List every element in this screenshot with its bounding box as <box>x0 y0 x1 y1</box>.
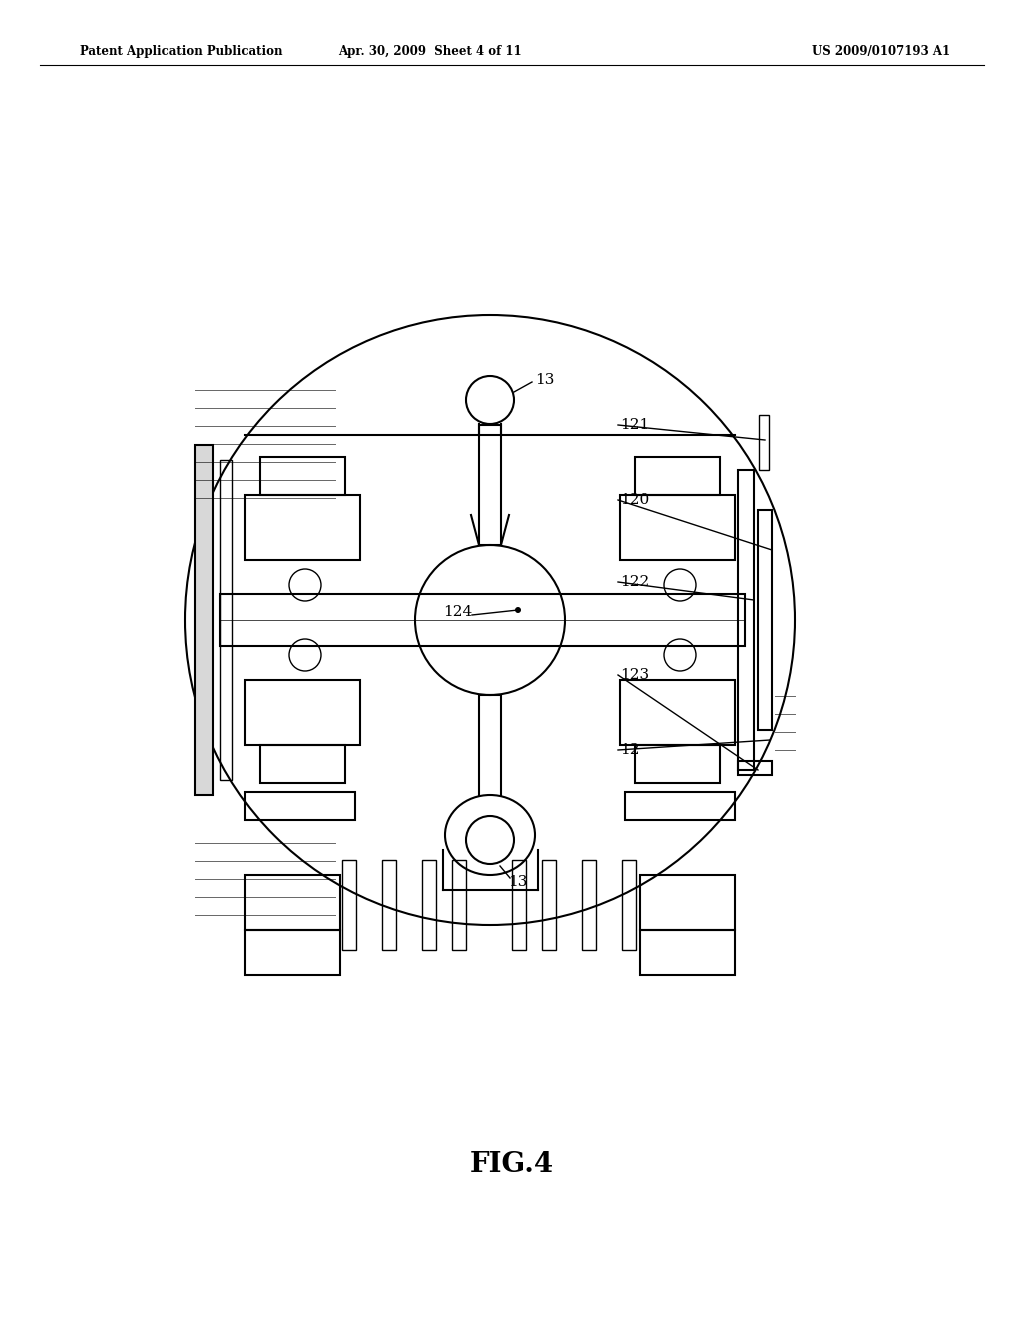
Text: 13: 13 <box>508 875 527 888</box>
Circle shape <box>466 376 514 424</box>
Bar <box>220 594 745 645</box>
Bar <box>220 459 232 780</box>
Bar <box>758 510 772 730</box>
Text: Patent Application Publication: Patent Application Publication <box>80 45 283 58</box>
Bar <box>452 861 466 950</box>
Text: FIG.4: FIG.4 <box>470 1151 554 1179</box>
Bar <box>640 875 735 931</box>
Bar <box>512 861 526 950</box>
Bar <box>640 931 735 975</box>
Text: 13: 13 <box>535 374 554 387</box>
Text: US 2009/0107193 A1: US 2009/0107193 A1 <box>812 45 950 58</box>
Bar <box>738 470 754 770</box>
Circle shape <box>515 607 521 612</box>
Bar <box>620 680 735 744</box>
Bar <box>620 495 735 560</box>
Bar <box>195 445 213 795</box>
Circle shape <box>466 816 514 865</box>
Bar <box>260 457 345 495</box>
Bar <box>245 680 360 744</box>
Text: 124: 124 <box>442 605 472 619</box>
Circle shape <box>415 545 565 696</box>
Bar <box>245 931 340 975</box>
Text: 123: 123 <box>620 668 649 682</box>
Text: Apr. 30, 2009  Sheet 4 of 11: Apr. 30, 2009 Sheet 4 of 11 <box>338 45 522 58</box>
Bar <box>382 861 396 950</box>
Text: 122: 122 <box>620 576 649 589</box>
Bar <box>635 744 720 783</box>
Bar <box>635 457 720 495</box>
Bar <box>759 414 769 470</box>
Bar <box>582 861 596 950</box>
Text: 120: 120 <box>620 492 649 507</box>
Bar <box>245 792 355 820</box>
Bar <box>342 861 356 950</box>
Circle shape <box>466 816 514 865</box>
Bar <box>479 425 501 545</box>
Ellipse shape <box>445 795 535 875</box>
Text: 121: 121 <box>620 418 649 432</box>
Bar <box>738 762 772 775</box>
Bar <box>245 875 340 931</box>
Bar <box>625 792 735 820</box>
Bar <box>622 861 636 950</box>
Bar <box>245 495 360 560</box>
Bar <box>260 744 345 783</box>
Text: 12: 12 <box>620 743 640 756</box>
Bar <box>422 861 436 950</box>
Bar <box>479 696 501 814</box>
Bar <box>542 861 556 950</box>
